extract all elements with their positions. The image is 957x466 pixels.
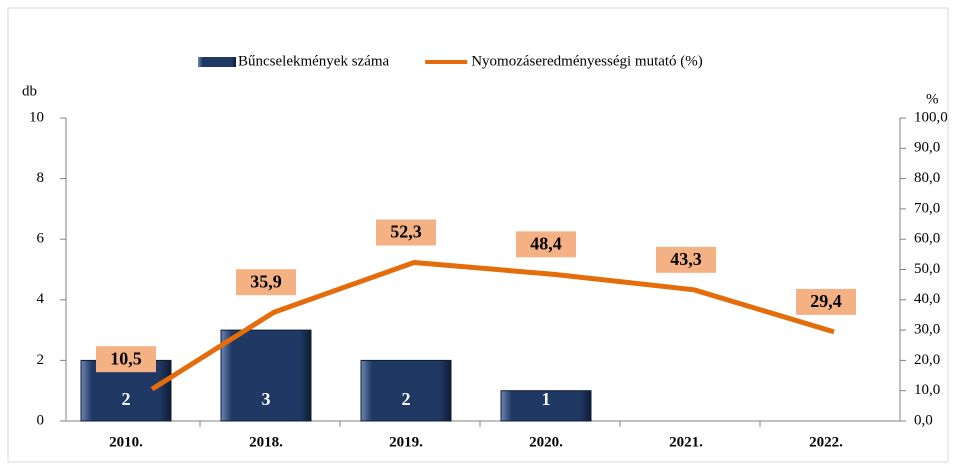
y2-tick-label: 90,0: [914, 140, 940, 156]
y2-tick-label: 10,0: [914, 382, 940, 398]
bar: [360, 359, 452, 422]
line-value-label: 48,4: [530, 233, 562, 253]
x-tick-label: 2020.: [529, 434, 563, 450]
bar-value-label: 3: [262, 389, 271, 409]
value-label-box: [236, 269, 296, 296]
line-value-label: 35,9: [250, 271, 282, 291]
y2-tick-label: 50,0: [914, 261, 940, 277]
x-tick-label: 2019.: [389, 434, 423, 450]
x-tick-label: 2018.: [249, 434, 283, 450]
bar: [500, 390, 592, 422]
line-value-label: 10,5: [110, 348, 142, 368]
x-tick-label: 2021.: [669, 434, 703, 450]
y2-tick-label: 30,0: [914, 322, 940, 338]
legend-label: Bűncselekmények száma: [238, 53, 390, 69]
bar-value-label: 2: [122, 389, 131, 409]
y2-tick-label: 70,0: [914, 200, 940, 216]
bar-value-label: 1: [542, 389, 551, 409]
value-label-box: [376, 219, 436, 246]
bar: [220, 329, 312, 422]
value-label-box: [796, 288, 856, 315]
x-tick-label: 2010.: [109, 434, 143, 450]
x-tick-label: 2022.: [809, 434, 843, 450]
y-tick-label: 0: [37, 412, 45, 428]
y-tick-label: 4: [37, 291, 45, 307]
legend-item: Nyomozáseredményességi mutató (%): [425, 53, 703, 69]
y-tick-label: 2: [37, 352, 45, 368]
bar-value-label: 2: [402, 389, 411, 409]
value-label-box: [656, 246, 716, 273]
y-axis-label: db: [22, 83, 37, 99]
y-tick-label: 8: [37, 170, 45, 186]
y2-axis-label: %: [926, 91, 939, 107]
y2-tick-label: 20,0: [914, 352, 940, 368]
value-label-box: [516, 231, 576, 258]
line-value-label: 52,3: [390, 222, 422, 242]
legend-label: Nyomozáseredményességi mutató (%): [471, 53, 703, 69]
value-label-box: [96, 346, 156, 373]
legend-swatch: [198, 57, 236, 67]
y-tick-label: 10: [29, 109, 44, 125]
y2-tick-label: 60,0: [914, 231, 940, 247]
y2-tick-label: 80,0: [914, 170, 940, 186]
legend-item: Bűncselekmények száma: [198, 53, 390, 69]
line-value-label: 43,3: [670, 249, 702, 269]
y2-tick-label: 40,0: [914, 291, 940, 307]
y-tick-label: 6: [37, 231, 45, 247]
y2-tick-label: 0,0: [914, 412, 933, 428]
line: [150, 260, 835, 392]
y2-tick-label: 100,0: [914, 109, 948, 125]
line-value-label: 29,4: [810, 291, 842, 311]
